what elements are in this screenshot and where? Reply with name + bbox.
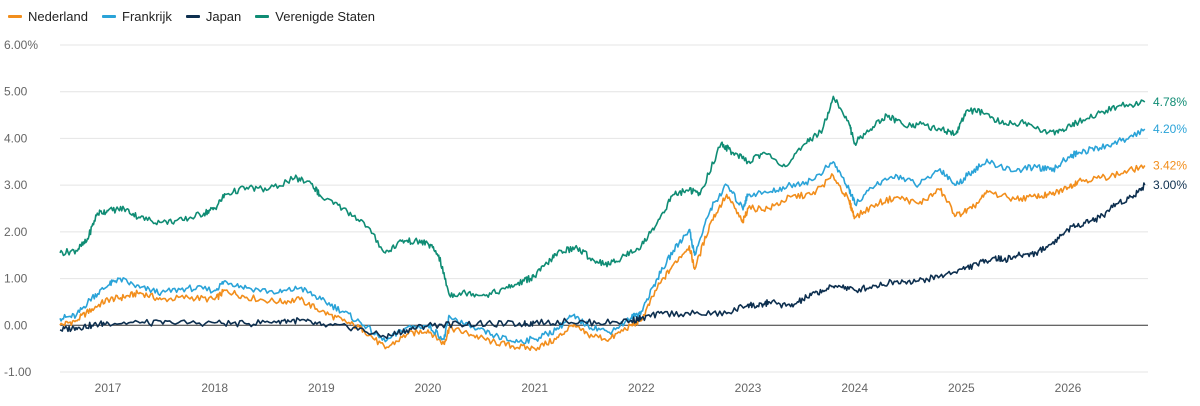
legend-item: Frankrijk [102,9,172,24]
end-label-verenigde-staten: 4.78% [1153,95,1187,109]
x-tick-label: 2017 [95,381,122,395]
series-line-japan [59,182,1146,340]
y-tick-label: 5.00 [4,85,28,99]
legend-item: Japan [185,9,242,24]
end-label-frankrijk: 4.20% [1153,122,1187,136]
legend-label: Japan [205,9,242,24]
legend-swatch [8,15,22,18]
y-tick-label: 4.00 [4,131,28,145]
x-tick-label: 2025 [948,381,975,395]
legend-label: Nederland [28,9,88,24]
y-tick-label: 0.00 [4,318,28,332]
y-tick-label: 3.00 [4,178,28,192]
legend-item: Verenigde Staten [255,9,375,24]
x-tick-label: 2024 [841,381,868,395]
legend-swatch [255,15,270,18]
y-tick-label: 1.00 [4,272,28,286]
legend-swatch [185,15,200,18]
legend-swatch [102,15,116,18]
series-line-verenigde-staten [59,95,1146,299]
legend: Nederland Frankrijk Japan Verenigde Staten [8,9,375,24]
x-tick-label: 2026 [1055,381,1082,395]
x-tick-label: 2022 [628,381,655,395]
x-tick-label: 2018 [201,381,228,395]
y-tick-label: -1.00 [4,365,32,379]
legend-label: Frankrijk [122,9,172,24]
series-line-frankrijk [59,128,1146,345]
x-tick-label: 2019 [308,381,335,395]
end-label-japan: 3.00% [1153,178,1187,192]
x-tick-label: 2023 [735,381,762,395]
legend-label: Verenigde Staten [275,9,376,24]
y-tick-label: 2.00 [4,225,28,239]
legend-item: Nederland [8,9,88,24]
end-label-nederland: 3.42% [1153,159,1187,173]
x-tick-label: 2020 [415,381,442,395]
x-tick-label: 2021 [521,381,548,395]
y-tick-label: 6.00% [4,38,38,52]
